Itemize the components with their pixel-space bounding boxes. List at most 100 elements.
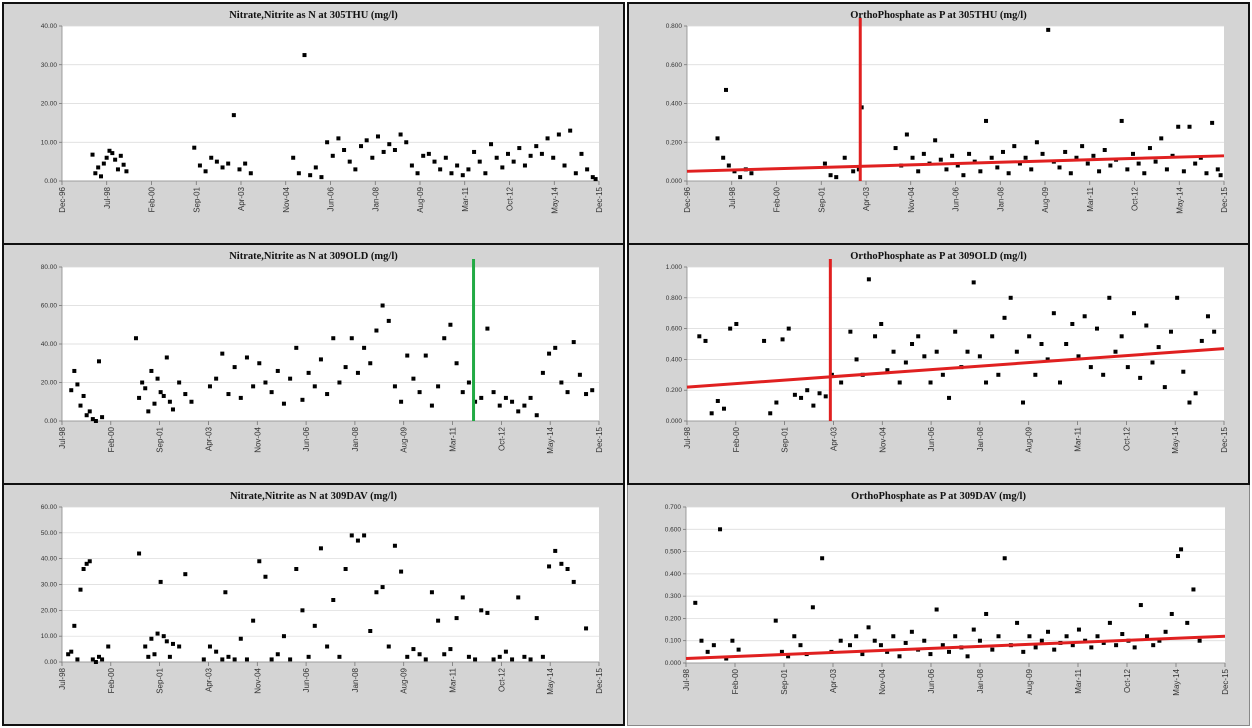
- data-point: [409, 163, 414, 168]
- data-point: [762, 338, 767, 343]
- data-point: [553, 548, 558, 553]
- data-point: [374, 328, 379, 333]
- data-point: [84, 413, 89, 418]
- data-point: [238, 395, 243, 400]
- x-tick-label: Oct-12: [497, 667, 506, 692]
- data-point: [308, 173, 313, 178]
- y-tick-label: 0.800: [666, 295, 683, 302]
- data-point: [497, 654, 502, 659]
- data-point: [577, 372, 582, 377]
- data-point: [1169, 611, 1174, 616]
- chart-309old-phosphate: OrthoPhosphate as P at 309OLD (mg/l) 0.00…: [666, 251, 1229, 454]
- data-point: [1033, 645, 1038, 650]
- x-tick-label: Nov-04: [907, 186, 916, 212]
- data-point: [779, 649, 784, 654]
- data-point: [263, 574, 268, 579]
- x-tick-label: Jun-06: [302, 667, 311, 692]
- data-point: [207, 384, 212, 389]
- data-point: [72, 623, 77, 628]
- data-point: [842, 155, 847, 160]
- data-point: [275, 368, 280, 373]
- data-point: [565, 567, 570, 571]
- data-point: [522, 654, 527, 659]
- data-point: [118, 153, 123, 158]
- data-point: [1157, 638, 1162, 643]
- x-tick-label: May-14: [546, 426, 555, 453]
- data-point: [715, 136, 720, 141]
- x-tick-label: Jun-06: [327, 186, 336, 211]
- data-point: [1108, 163, 1113, 168]
- data-point: [1215, 167, 1220, 172]
- data-point: [183, 572, 188, 577]
- data-point: [1153, 159, 1158, 164]
- x-tick-label: Aug-09: [1025, 668, 1034, 694]
- data-point: [1102, 148, 1107, 152]
- data-point: [528, 395, 533, 400]
- data-point: [1114, 643, 1119, 648]
- x-tick-label: May-14: [546, 667, 555, 694]
- data-point: [1125, 365, 1130, 370]
- data-point: [442, 336, 447, 341]
- data-point: [910, 155, 915, 160]
- x-tick-label: Jun-06: [927, 668, 936, 693]
- data-point: [934, 349, 939, 354]
- data-point: [78, 587, 83, 592]
- data-point: [1185, 620, 1190, 625]
- data-point: [1045, 357, 1050, 362]
- data-point: [1027, 334, 1032, 339]
- data-point: [226, 654, 231, 659]
- x-tick-label: Jun-06: [927, 426, 936, 451]
- data-point: [90, 417, 95, 422]
- x-tick-label: Jan-08: [351, 426, 360, 451]
- data-point: [738, 175, 743, 180]
- data-point: [319, 175, 324, 180]
- data-point: [984, 380, 989, 385]
- x-tick-label: Nov-04: [878, 426, 887, 452]
- data-point: [353, 167, 358, 172]
- data-point: [466, 380, 471, 385]
- data-point: [786, 326, 791, 331]
- data-point: [146, 409, 151, 414]
- data-point: [1120, 632, 1125, 637]
- data-point: [528, 657, 533, 662]
- y-tick-label: 20.00: [41, 380, 58, 387]
- data-point: [443, 155, 448, 160]
- data-point: [711, 643, 716, 648]
- data-point: [562, 163, 567, 168]
- data-point: [1082, 314, 1087, 319]
- x-tick-label: Apr-03: [829, 426, 838, 451]
- data-point: [1034, 140, 1039, 145]
- data-point: [473, 399, 478, 404]
- data-point: [866, 625, 871, 630]
- data-point: [885, 649, 890, 654]
- data-point: [368, 629, 373, 633]
- data-point: [955, 163, 960, 168]
- data-point: [449, 171, 454, 176]
- chart-panel-305thu-nitrate: Nitrate,Nitrite as N at 305THU (mg/l) 0.0…: [2, 2, 625, 245]
- data-point: [938, 157, 943, 162]
- data-point: [177, 380, 182, 385]
- data-point: [885, 368, 890, 373]
- data-point: [491, 657, 496, 662]
- x-tick-label: Aug-09: [1041, 186, 1050, 212]
- data-point: [1091, 153, 1096, 158]
- data-point: [1119, 334, 1124, 339]
- data-point: [904, 132, 909, 137]
- data-point: [1076, 354, 1081, 359]
- data-point: [359, 144, 364, 149]
- data-point: [405, 654, 410, 659]
- data-point: [251, 384, 256, 389]
- data-point: [183, 392, 188, 397]
- data-point: [799, 395, 804, 400]
- data-point: [381, 149, 386, 154]
- x-tick-label: Apr-03: [862, 186, 871, 211]
- x-tick-label: Jul-98: [682, 668, 691, 690]
- data-point: [910, 342, 915, 346]
- x-tick-label: Oct-12: [497, 426, 506, 451]
- data-point: [192, 145, 197, 150]
- chart-305thu-phosphate: OrthoPhosphate as P at 305THU (mg/l) 0.00…: [666, 10, 1229, 214]
- data-point: [953, 329, 958, 334]
- data-point: [568, 128, 573, 133]
- data-point: [243, 161, 248, 166]
